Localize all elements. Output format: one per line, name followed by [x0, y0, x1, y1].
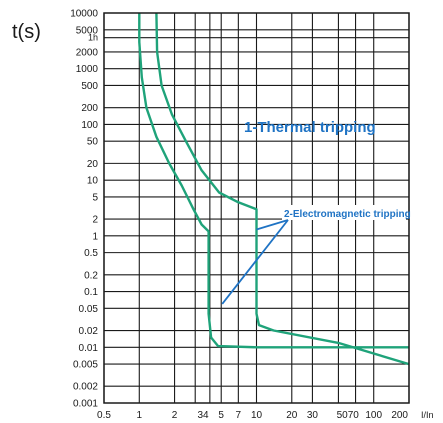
- y-tick-label: 50: [87, 137, 99, 148]
- y-tick-label: 0.05: [79, 304, 99, 315]
- x-tick-label: 7: [236, 410, 242, 421]
- y-tick-label: 1000: [76, 64, 99, 75]
- x-tick-label: 1: [137, 410, 143, 421]
- x-tick-label: 30: [307, 410, 319, 421]
- y-tick-label: 2: [92, 215, 98, 226]
- y-tick-label: 0.001: [73, 399, 98, 410]
- trip-curve-1: [138, 13, 409, 349]
- y-tick-label: 100: [81, 120, 98, 131]
- y-tick-label: 0.01: [79, 343, 99, 354]
- y-tick-label: 20: [87, 159, 99, 170]
- x-tick-label: 0.5: [97, 410, 111, 421]
- x-tick-label: 5070: [337, 410, 360, 421]
- y-tick-label: 0.002: [73, 382, 98, 393]
- x-tick-label: 20: [286, 410, 298, 421]
- y-tick-label: 0.2: [84, 270, 98, 281]
- y-tick-label: 1: [92, 231, 98, 242]
- x-tick-label: 34: [197, 410, 209, 421]
- x-tick-label: 100: [365, 410, 382, 421]
- y-tick-label: 0.1: [84, 287, 98, 298]
- x-tick-label: 200: [391, 410, 408, 421]
- annotations: 1-Thermal tripping 2-Electromagnetic tri…: [221, 119, 411, 305]
- y-tick-label: 200: [81, 103, 98, 114]
- annotation-electromagnetic-tripping: 2-Electromagnetic tripping: [284, 209, 411, 220]
- y-tick-label: 10: [87, 176, 99, 187]
- y-tick-label: 5000: [76, 25, 99, 36]
- annotation-thermal-tripping: 1-Thermal tripping: [244, 119, 376, 136]
- y-tick-label: 0.5: [84, 248, 98, 259]
- x-axis-label: I/In: [421, 410, 434, 420]
- trip-curve-2: [155, 12, 410, 366]
- y-tick-label: 10000: [70, 9, 98, 20]
- y-tick-label: 5: [92, 192, 98, 203]
- y-axis-label: t(s): [12, 21, 41, 43]
- annotation-electromagnetic-bg: [282, 205, 406, 220]
- x-tick-label: 2: [172, 410, 178, 421]
- x-tick-label: 5: [218, 410, 224, 421]
- y-tick-label: 0.005: [73, 360, 98, 371]
- annotation-pointer-line: [256, 219, 289, 231]
- y-tick-label: 500: [81, 81, 98, 92]
- annotation-pointers: [221, 219, 289, 305]
- x-tick-label: 10: [251, 410, 263, 421]
- x-tick-labels: 0.5 1 2 34 5 7 10 20 30 5070 100 200: [97, 410, 408, 421]
- plot-frame: [103, 12, 410, 404]
- y-tick-label: 2000: [76, 47, 99, 58]
- annotation-pointer-line: [221, 219, 289, 305]
- y-tick-label: 0.02: [79, 326, 99, 337]
- y-tick-label: 1h: [88, 33, 98, 43]
- curves: [138, 12, 410, 366]
